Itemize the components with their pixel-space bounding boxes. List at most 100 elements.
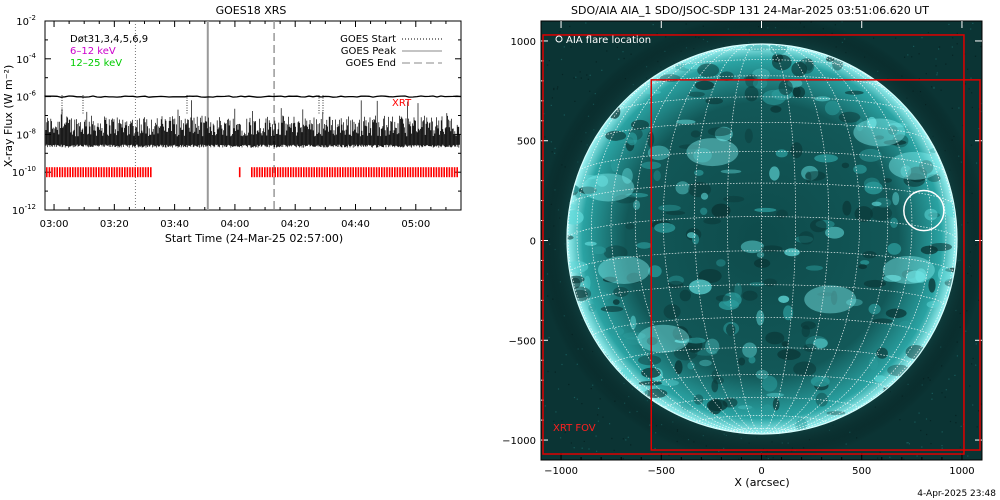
active-region-bright — [582, 173, 635, 202]
disk-texture-patch — [726, 323, 736, 336]
aia-noise-pixel — [560, 437, 562, 439]
disk-texture-patch — [693, 394, 704, 405]
xrt-observation-mark — [303, 167, 305, 178]
aia-noise-pixel — [907, 54, 909, 56]
aia-noise-pixel — [576, 398, 578, 400]
aia-noise-pixel — [956, 355, 958, 357]
aia-noise-pixel — [573, 77, 575, 79]
aia-noise-pixel — [581, 447, 583, 449]
aia-noise-pixel — [548, 60, 550, 62]
disk-texture-patch — [778, 295, 790, 303]
latitude-line — [611, 96, 912, 114]
aia-noise-pixel — [551, 97, 553, 99]
disk-texture-patch — [638, 380, 663, 386]
aia-noise-pixel — [561, 73, 564, 76]
disk-texture-patch — [900, 165, 912, 178]
disk-texture-patch — [790, 142, 803, 159]
disk-texture-patch — [734, 282, 742, 298]
longitude-line — [761, 44, 861, 434]
xrt-observation-mark — [404, 167, 406, 178]
disk-texture-patch — [770, 105, 782, 113]
disk-texture-patch — [937, 266, 953, 282]
xrt-observation-mark — [238, 167, 241, 178]
solar-disk — [567, 44, 957, 434]
aia-noise-pixel — [613, 449, 615, 451]
goes-y-tick-label: 10-6 — [16, 90, 36, 104]
series-6-12kev-line — [44, 95, 462, 98]
aia-noise-pixel — [639, 44, 641, 46]
goes-x-tick-label: 04:20 — [281, 219, 310, 230]
aia-noise-pixel — [630, 444, 632, 446]
aia-noise-pixel — [557, 388, 560, 390]
aia-noise-pixel — [976, 138, 978, 141]
aia-noise-pixel — [913, 45, 915, 47]
xrt-observation-mark — [399, 167, 401, 178]
disk-texture-patch — [844, 90, 864, 95]
aia-noise-pixel — [551, 151, 553, 153]
aia-noise-pixel — [583, 440, 585, 442]
longitude-line — [761, 44, 796, 434]
aia-noise-pixel — [978, 299, 980, 301]
flare-location-circle — [903, 189, 945, 232]
xrt-observation-mark — [258, 167, 261, 178]
aia-noise-pixel — [579, 71, 581, 73]
xrt-observation-mark — [292, 167, 295, 178]
aia-noise-pixel — [974, 55, 977, 57]
disk-texture-patch — [830, 290, 838, 305]
aia-noise-pixel — [955, 414, 957, 417]
aia-noise-pixel — [967, 68, 969, 70]
xrt-observation-mark — [420, 167, 422, 178]
xrt-observation-mark — [391, 167, 393, 178]
disk-texture-patch — [765, 331, 785, 345]
disk-texture-patch — [687, 362, 695, 370]
disk-texture-patch — [869, 206, 893, 221]
aia-noise-pixel — [971, 106, 973, 109]
aia-noise-pixel — [564, 431, 566, 434]
latitude-line — [576, 150, 947, 173]
aia-noise-pixel — [935, 65, 937, 67]
xrt-observation-mark — [85, 167, 87, 178]
aia-noise-pixel — [622, 51, 624, 53]
aia-noise-pixel — [967, 455, 969, 457]
xrt-observation-mark — [139, 167, 142, 178]
aia-noise-pixel — [599, 43, 601, 45]
xrt-observation-mark — [95, 167, 97, 178]
aia-noise-pixel — [944, 396, 946, 398]
aia-noise-pixel — [954, 374, 956, 376]
disk-texture-patch — [853, 164, 867, 174]
disk-texture-patch — [644, 90, 661, 95]
disk-texture-patch — [838, 111, 861, 123]
xrt-observation-mark — [113, 167, 116, 178]
aia-noise-pixel — [971, 363, 973, 365]
aia-noise-pixel — [938, 46, 941, 48]
disk-texture-patch — [874, 135, 885, 140]
aia-noise-pixel — [565, 354, 567, 356]
xrt-observation-mark — [142, 167, 144, 178]
xrt-observation-mark — [430, 167, 432, 178]
disk-texture-patch — [918, 160, 934, 174]
legend-6-12kev: 6–12 keV — [70, 46, 116, 57]
disk-texture-patch — [687, 232, 696, 239]
xrt-observation-mark — [310, 167, 313, 178]
aia-noise-pixel — [976, 162, 978, 164]
disk-texture-patch — [815, 392, 828, 407]
disk-texture-patch — [697, 63, 720, 78]
latitude-line — [591, 316, 932, 339]
disk-texture-patch — [856, 118, 864, 132]
disk-texture-patch — [744, 128, 753, 144]
longitude-line — [761, 46, 913, 434]
aia-noise-pixel — [589, 74, 591, 76]
longitude-line — [761, 69, 956, 434]
disk-texture-patch — [700, 192, 709, 200]
xrt-fov-boxes — [542, 34, 981, 455]
xrt-observation-mark — [126, 167, 129, 178]
disk-texture-patch — [674, 333, 692, 341]
aia-noise-pixel — [945, 63, 947, 65]
active-region-bright — [853, 118, 906, 147]
aia-noise-pixel — [879, 451, 881, 453]
disk-texture-patch — [795, 235, 814, 243]
goes-x-tick-label: 04:40 — [341, 219, 370, 230]
disk-texture-patch — [824, 100, 841, 116]
goes-x-tick-label: 03:40 — [160, 219, 189, 230]
disk-texture-patch — [754, 258, 771, 268]
